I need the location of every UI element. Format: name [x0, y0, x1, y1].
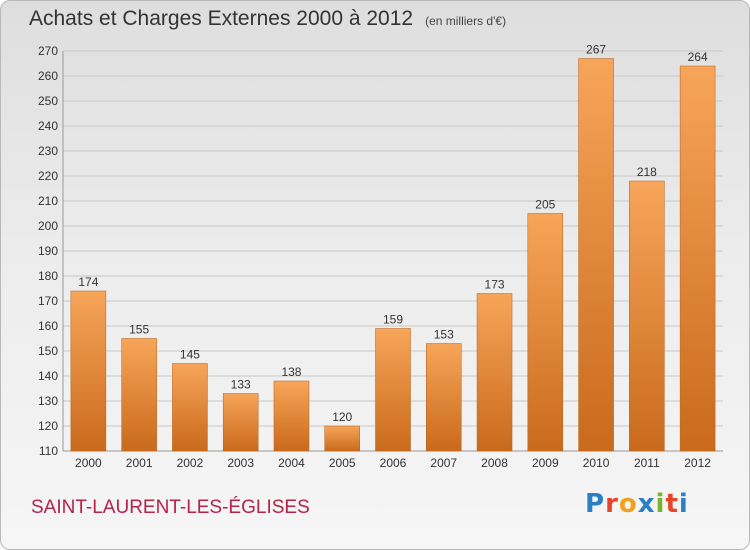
y-tick-label: 180	[38, 269, 58, 283]
bar-2005	[324, 425, 360, 452]
data-label-2006: 159	[383, 313, 403, 327]
data-label-2003: 133	[231, 378, 251, 392]
x-tick-label-2006: 2006	[380, 456, 407, 470]
x-tick-label-2012: 2012	[684, 456, 711, 470]
logo-letter: P	[585, 489, 606, 519]
bar-2008	[476, 293, 513, 452]
x-tick-label-2003: 2003	[227, 456, 254, 470]
logo-letter: o	[618, 489, 638, 519]
y-tick-label: 210	[38, 194, 58, 208]
y-tick-label: 260	[38, 69, 58, 83]
x-tick-label-2007: 2007	[430, 456, 457, 470]
logo-letter: t	[665, 489, 679, 519]
logo-letter: i	[678, 489, 689, 519]
chart-unit: (en milliers d'€)	[425, 14, 507, 28]
y-tick-label: 110	[39, 444, 58, 458]
y-tick-label: 270	[38, 44, 58, 58]
data-label-2000: 174	[78, 275, 98, 289]
chart-title: Achats et Charges Externes 2000 à 2012 (e…	[29, 7, 506, 31]
y-tick-label: 120	[38, 419, 58, 433]
bar-2001	[121, 338, 157, 452]
bars	[70, 58, 716, 452]
bar-2004	[273, 380, 310, 452]
data-label-2010: 267	[586, 43, 606, 57]
y-tick-label: 140	[38, 369, 58, 383]
data-label-2009: 205	[535, 198, 555, 212]
bar-2009	[527, 213, 564, 452]
y-tick-label: 230	[38, 144, 58, 158]
bar-2007	[426, 343, 462, 452]
bar-2011	[629, 180, 665, 452]
data-label-2005: 120	[332, 410, 352, 424]
x-tick-label-2011: 2011	[634, 456, 660, 470]
x-tick-label-2010: 2010	[583, 456, 610, 470]
logo-letter: i	[655, 489, 666, 519]
data-label-2001: 155	[129, 323, 149, 337]
proxiti-logo: Proxiti	[585, 489, 689, 519]
y-tick-label: 160	[38, 319, 58, 333]
labels: 110 120 130 140 150 160 170 180 190 200 210 220 230 2…	[38, 43, 711, 471]
x-tick-label-2004: 2004	[278, 456, 305, 470]
x-tick-label-2002: 2002	[177, 456, 204, 470]
y-tick-label: 130	[38, 394, 58, 408]
x-tick-label-2008: 2008	[481, 456, 508, 470]
data-label-2002: 145	[180, 348, 200, 362]
data-label-2011: 218	[637, 165, 657, 179]
bar-2010	[578, 58, 614, 452]
bar-2012	[679, 65, 716, 452]
x-tick-label-2001: 2001	[126, 456, 153, 470]
y-tick-label: 200	[38, 219, 58, 233]
y-tick-label: 150	[38, 344, 58, 358]
logo-letter: r	[605, 489, 619, 519]
chart-title-text: Achats et Charges Externes 2000 à 2012	[29, 7, 414, 30]
bar-2006	[375, 328, 411, 452]
x-tick-label-2000: 2000	[75, 456, 102, 470]
y-tick-label: 250	[38, 94, 58, 108]
y-tick-label: 220	[38, 169, 58, 183]
data-label-2007: 153	[434, 328, 454, 342]
commune-name: SAINT-LAURENT-LES-ÉGLISES	[31, 497, 310, 518]
bar-2000	[70, 290, 107, 452]
data-label-2008: 173	[485, 278, 505, 292]
y-tick-label: 240	[38, 119, 58, 133]
data-label-2012: 264	[688, 50, 708, 64]
x-tick-label-2005: 2005	[329, 456, 356, 470]
logo-letter: x	[637, 489, 656, 519]
y-tick-label: 190	[38, 244, 58, 258]
bar-2002	[172, 363, 208, 452]
x-tick-label-2009: 2009	[532, 456, 559, 470]
bar-2003	[222, 393, 259, 452]
y-tick-label: 170	[38, 294, 58, 308]
data-label-2004: 138	[281, 365, 301, 379]
